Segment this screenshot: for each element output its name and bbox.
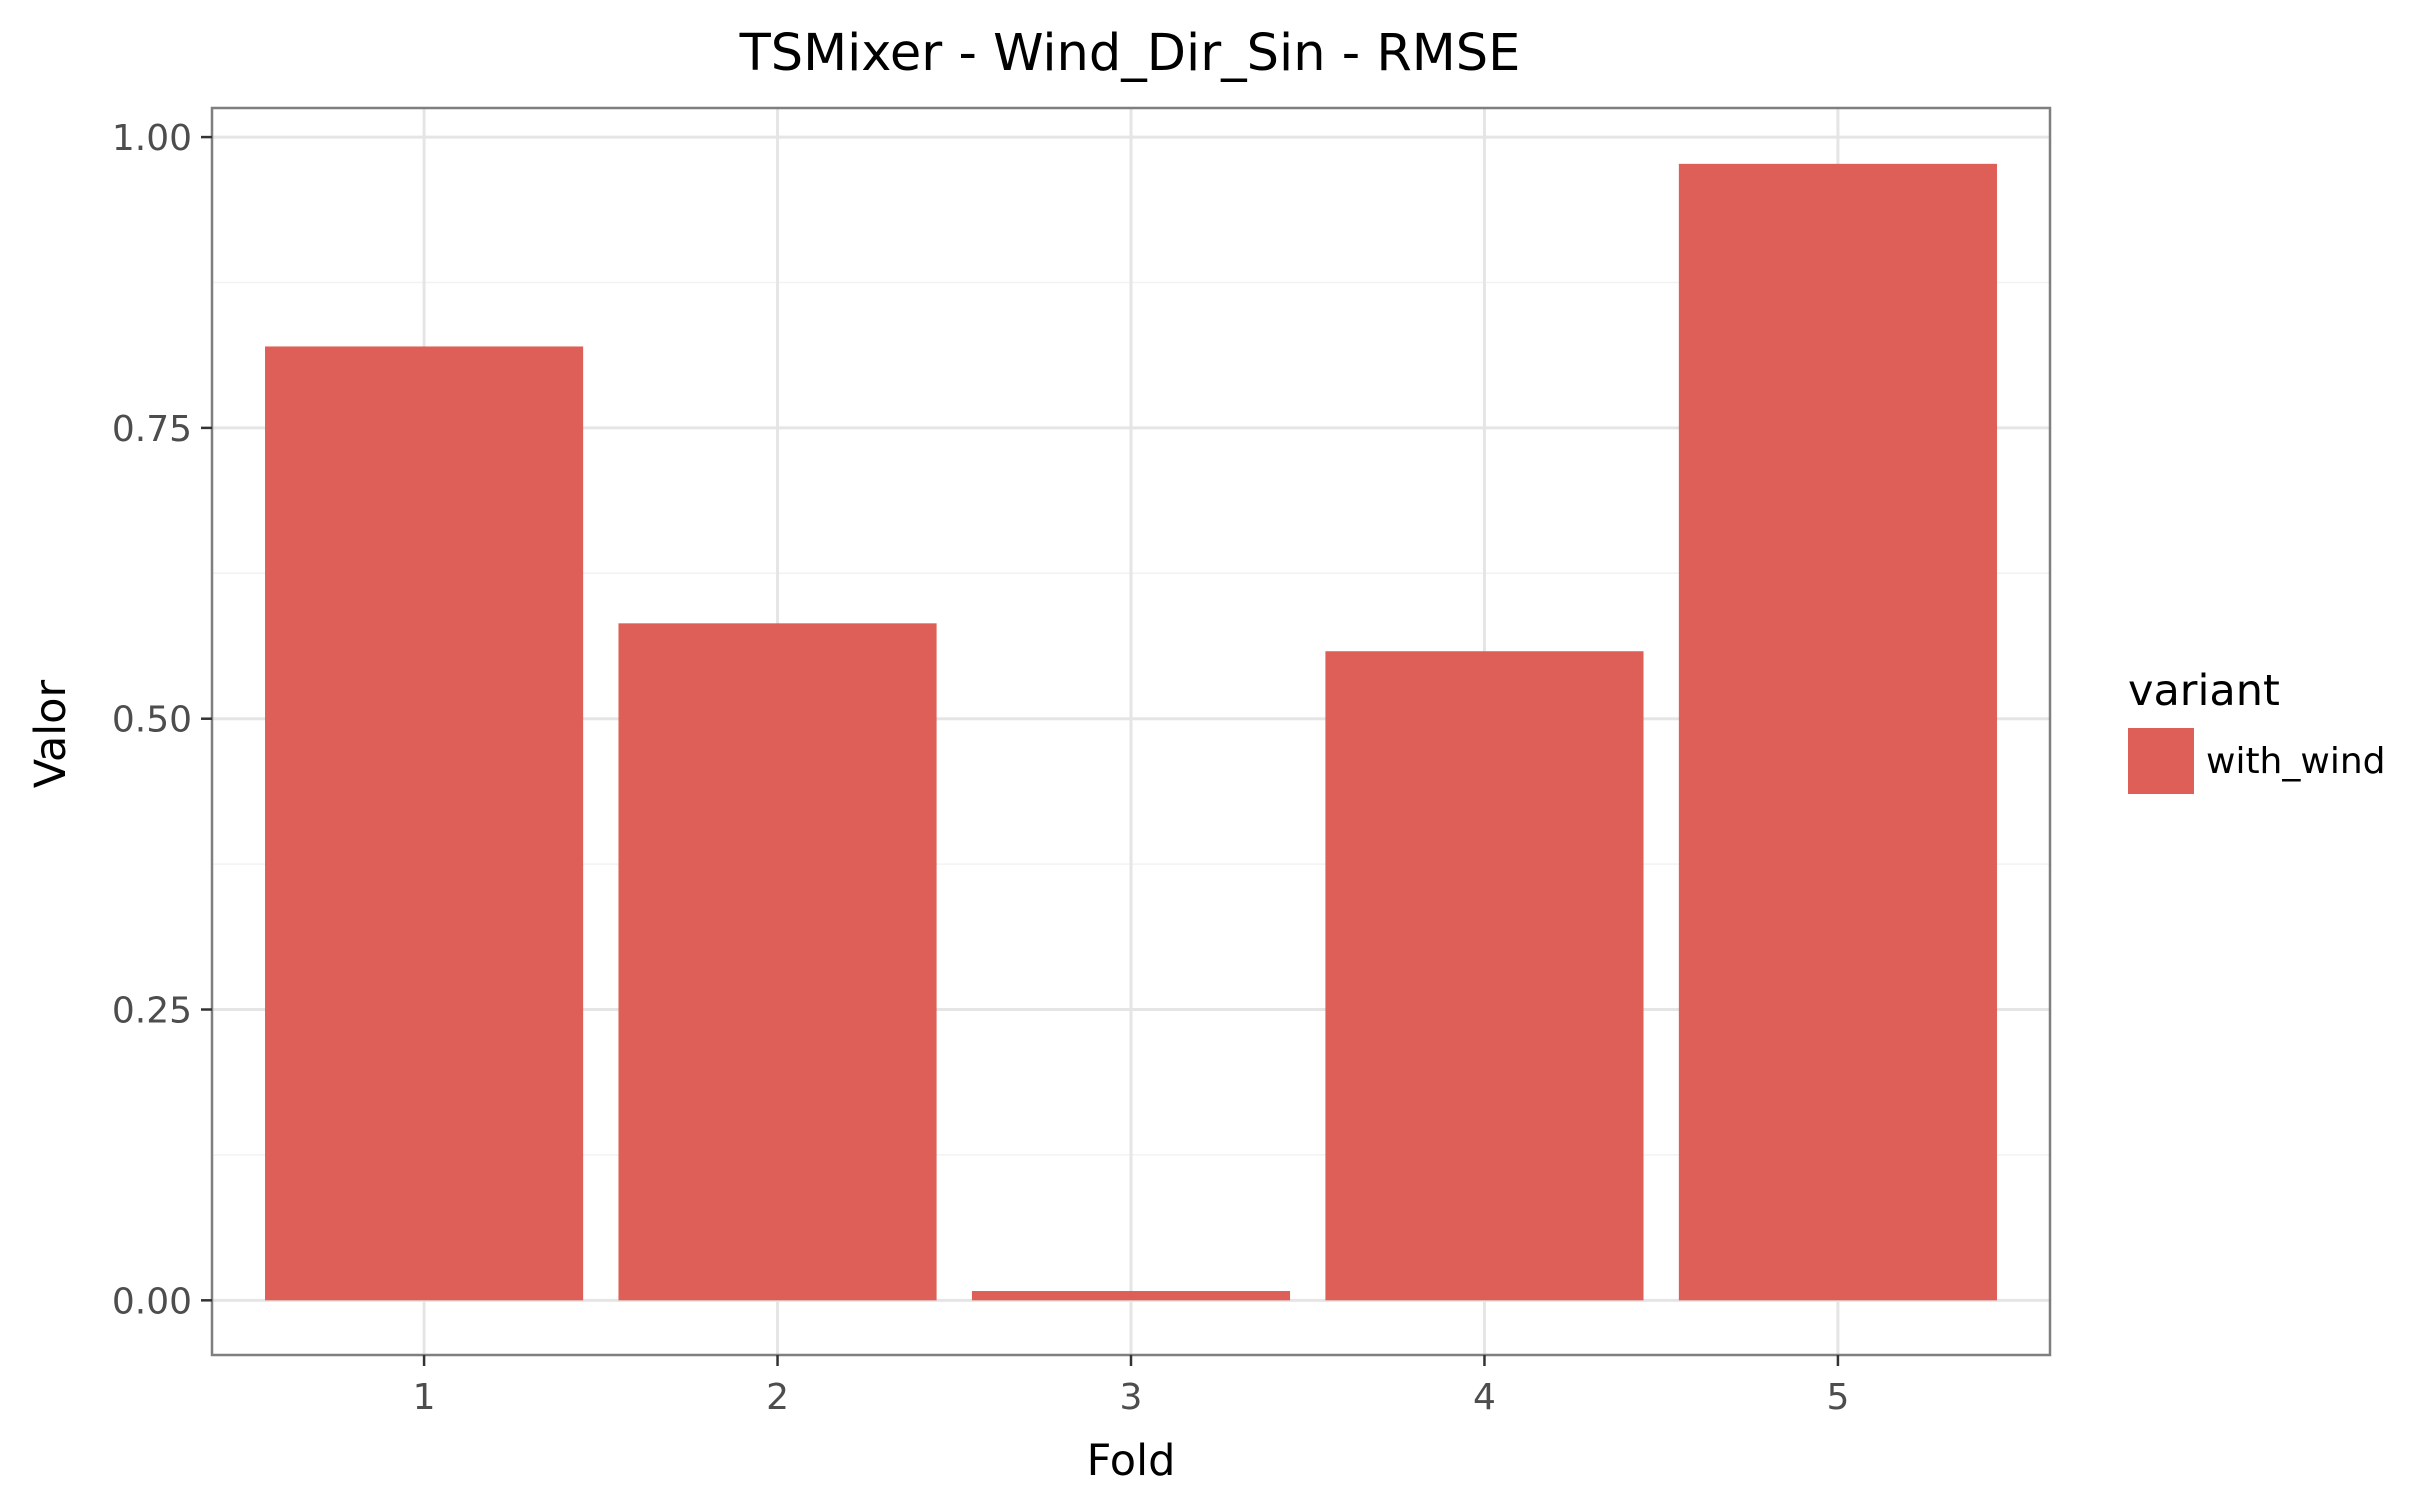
bar-fold-2 — [618, 623, 937, 1301]
bar-fold-5 — [1678, 163, 1997, 1301]
y-tick-label: 0.25 — [112, 991, 192, 1032]
x-axis: 1 2 3 4 5 — [413, 1355, 1849, 1418]
chart-title: TSMixer - Wind_Dir_Sin - RMSE — [739, 24, 1521, 83]
x-tick-label: 4 — [1473, 1377, 1496, 1418]
x-tick-label: 1 — [413, 1377, 436, 1418]
x-axis-title: Fold — [1087, 1436, 1176, 1486]
legend-key-with-wind — [2128, 728, 2194, 794]
bar-fold-4 — [1325, 651, 1644, 1301]
y-tick-label: 0.75 — [112, 409, 192, 450]
bar-fold-3 — [971, 1291, 1291, 1301]
y-axis-title: Valor — [26, 680, 76, 789]
legend-title: variant — [2128, 666, 2280, 716]
bar-fold-1 — [265, 346, 584, 1301]
y-tick-label: 0.00 — [112, 1281, 192, 1322]
y-tick-label: 0.50 — [112, 700, 192, 741]
legend-label-with-wind: with_wind — [2206, 741, 2386, 782]
y-tick-label: 1.00 — [112, 118, 192, 159]
x-tick-label: 3 — [1120, 1377, 1143, 1418]
x-tick-label: 2 — [766, 1377, 789, 1418]
bars — [265, 163, 1997, 1301]
y-axis: 0.00 0.25 0.50 0.75 1.00 — [112, 118, 212, 1322]
legend: variant with_wind — [2128, 666, 2386, 794]
x-tick-label: 5 — [1826, 1377, 1849, 1418]
